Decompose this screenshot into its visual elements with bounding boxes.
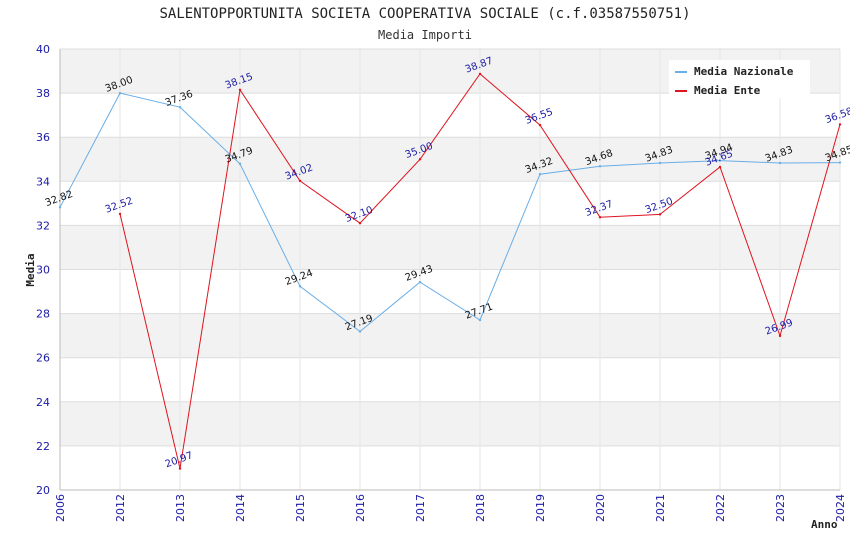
x-tick-label: 2013 xyxy=(174,494,187,522)
grid-band xyxy=(60,181,840,226)
x-tick-label: 2017 xyxy=(414,494,427,522)
grid-band xyxy=(60,93,840,138)
x-tick-label: 2015 xyxy=(294,494,307,522)
data-point xyxy=(778,161,782,165)
grid-band xyxy=(60,137,840,182)
data-point xyxy=(598,165,602,168)
data-point xyxy=(58,206,62,209)
data-point xyxy=(658,161,662,165)
y-tick-label: 22 xyxy=(36,440,50,453)
data-point xyxy=(358,330,362,333)
data-point xyxy=(658,213,662,216)
y-tick-label: 28 xyxy=(36,308,50,321)
data-point xyxy=(538,173,542,176)
grid-band xyxy=(60,357,840,402)
grid-band xyxy=(60,269,840,314)
data-point xyxy=(358,221,362,225)
data-point xyxy=(418,280,422,284)
data-point xyxy=(598,216,602,219)
y-tick-labels: 20 22 24 26 28 30 32 34 36 38 40 xyxy=(36,43,50,497)
x-tick-label: 2021 xyxy=(654,494,667,522)
x-tick-label: 2023 xyxy=(774,494,787,522)
x-tick-label: 2019 xyxy=(534,494,547,522)
y-tick-label: 40 xyxy=(36,43,50,56)
data-point xyxy=(298,285,302,288)
y-tick-label: 24 xyxy=(36,396,50,409)
data-point xyxy=(478,72,482,76)
grid-band xyxy=(60,445,840,490)
legend-box xyxy=(669,60,810,98)
y-tick-label: 26 xyxy=(36,352,50,365)
x-tick-label: 2012 xyxy=(114,494,127,522)
x-tick-label: 2020 xyxy=(594,494,607,522)
y-tick-label: 38 xyxy=(36,87,50,100)
chart-title: SALENTOPPORTUNITA SOCIETA COOPERATIVA SO… xyxy=(159,6,690,22)
x-tick-label: 2018 xyxy=(474,494,487,522)
data-point xyxy=(298,179,302,183)
data-point xyxy=(118,91,122,95)
data-point xyxy=(118,212,122,216)
data-point xyxy=(178,106,182,109)
data-point xyxy=(238,162,242,166)
y-tick-label: 32 xyxy=(36,219,50,232)
data-point xyxy=(838,161,842,164)
data-point xyxy=(178,467,182,470)
x-tick-label: 2024 xyxy=(834,494,847,522)
x-tick-label: 2014 xyxy=(234,494,247,522)
x-tick-label: 2016 xyxy=(354,494,367,522)
data-point xyxy=(718,159,722,162)
series-lines xyxy=(58,72,842,470)
x-tick-labels: 2006 2012 2013 2014 2015 2016 2017 2018 2019 2020… xyxy=(54,494,847,522)
data-point xyxy=(238,88,242,91)
data-point xyxy=(538,123,542,127)
data-point xyxy=(838,123,842,126)
chart-bands xyxy=(60,49,840,490)
series-line-nazionale xyxy=(59,92,841,333)
data-point xyxy=(418,158,422,161)
y-tick-label: 20 xyxy=(36,484,50,497)
legend-label-ente: Media Ente xyxy=(694,84,761,97)
data-point xyxy=(478,318,482,322)
grid-band xyxy=(60,225,840,270)
y-tick-label: 34 xyxy=(36,175,50,188)
y-tick-label: 36 xyxy=(36,131,50,144)
x-tick-label: 2006 xyxy=(54,494,67,522)
y-tick-label: 30 xyxy=(36,264,50,277)
x-axis-label: Anno xyxy=(811,518,838,531)
grid-band xyxy=(60,401,840,446)
data-point xyxy=(778,334,782,338)
chart-subtitle: Media Importi xyxy=(378,28,472,42)
legend-label-nazionale: Media Nazionale xyxy=(694,65,794,78)
data-point xyxy=(718,165,722,169)
x-tick-label: 2022 xyxy=(714,494,727,522)
y-axis-label: Media xyxy=(24,253,37,286)
legend: Media Nazionale Media Ente xyxy=(669,60,810,98)
grid-band xyxy=(60,313,840,358)
